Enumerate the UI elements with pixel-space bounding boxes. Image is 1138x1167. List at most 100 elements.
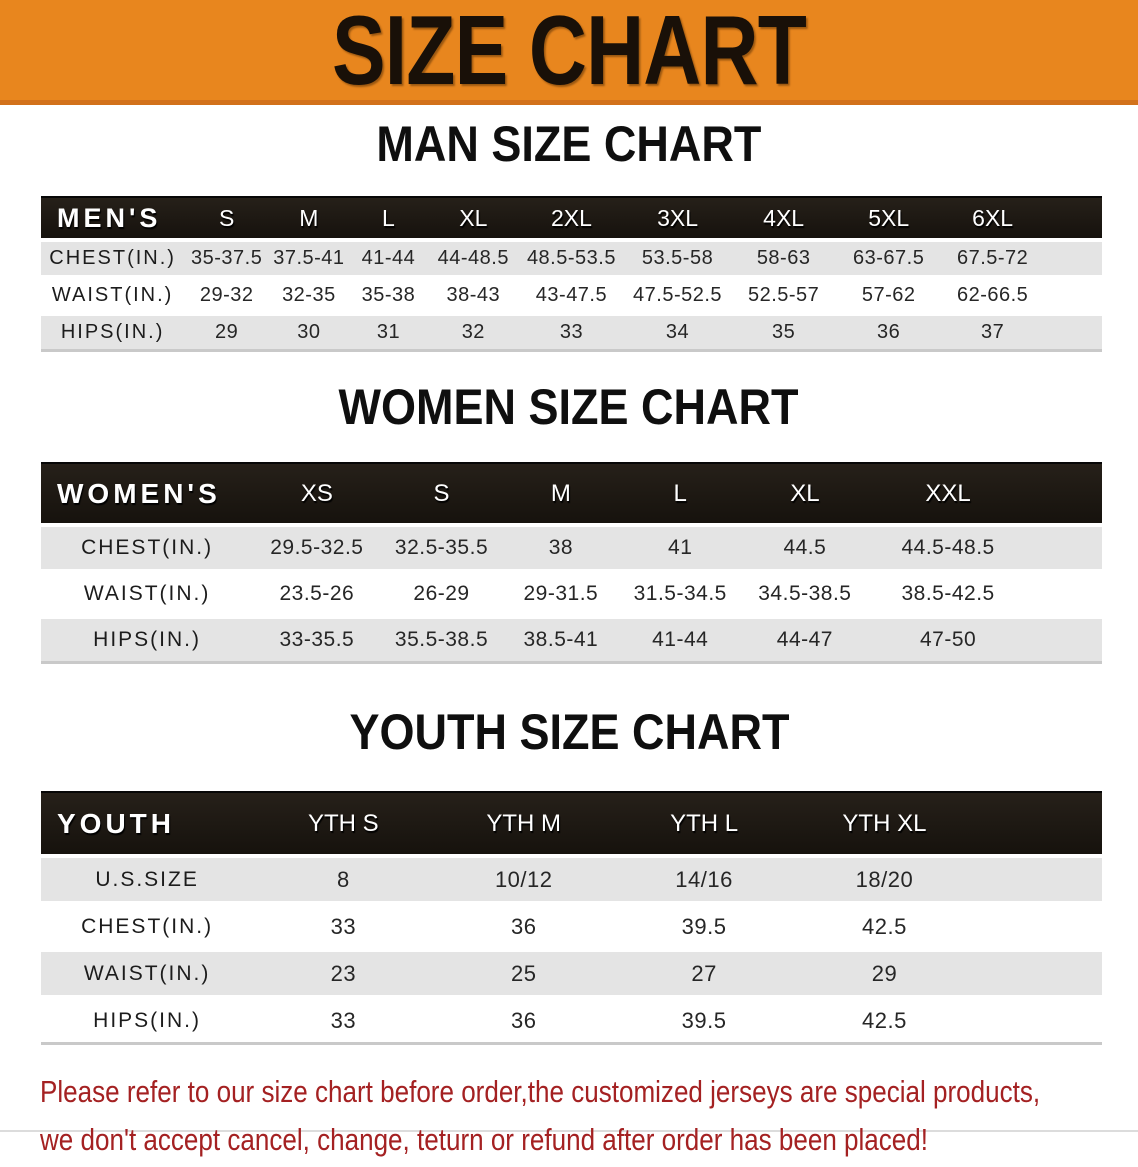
data-cell: 47.5-52.5 — [624, 275, 731, 314]
data-cell: 29-32 — [184, 275, 270, 314]
women-table-wrap: WOMEN'S XS S M L XL XXL CHEST(IN.) 29.5-32.5 32.5… — [0, 462, 1138, 664]
data-cell: 34.5-38.5 — [741, 569, 869, 617]
size-header-cell: M — [269, 196, 349, 242]
data-cell: 41-44 — [361, 247, 416, 269]
data-cell: 29 — [794, 948, 975, 997]
data-cell: 52.5-57 — [730, 275, 837, 314]
size-header-cell: YTH M — [433, 791, 614, 858]
row-label: HIPS(IN.) — [41, 995, 254, 1045]
data-cell: 43-47.5 — [518, 275, 625, 314]
row-label: WAIST(IN.) — [41, 948, 254, 997]
row-label: HIPS(IN.) — [41, 615, 254, 664]
data-cell: 35.5-38.5 — [380, 615, 503, 664]
women-section-title: WOMEN SIZE CHART — [0, 382, 1138, 432]
data-cell: 33 — [253, 995, 434, 1045]
disclaimer-line-2: we don't accept cancel, change, teturn o… — [40, 1119, 1138, 1167]
row-spacer-cell — [974, 948, 1102, 997]
data-cell: 44-47 — [741, 615, 869, 664]
data-cell: 62-66.5 — [940, 275, 1045, 314]
row-spacer-cell — [1027, 615, 1102, 664]
size-header-cell: YTH L — [613, 791, 795, 858]
data-cell: 44.5 — [783, 536, 827, 559]
header-spacer-cell — [974, 791, 1102, 858]
youth-table-wrap: YOUTH YTH S YTH M YTH L YTH XL U.S.SIZE 8 10/12… — [0, 791, 1138, 1045]
row-label: CHEST(IN.) — [49, 247, 176, 269]
data-cell: 29-31.5 — [502, 569, 620, 617]
table-corner-label: WOMEN'S — [41, 462, 254, 527]
data-cell: 32-35 — [269, 275, 349, 314]
data-cell: 42.5 — [794, 995, 975, 1045]
row-spacer-cell — [974, 901, 1102, 950]
table-corner-label: YOUTH — [41, 791, 254, 858]
table-row: CHEST(IN.) 29.5-32.5 32.5-35.5 38 41 44.5 44.5… — [41, 525, 1102, 571]
data-cell: 31.5-34.5 — [619, 569, 742, 617]
data-cell: 67.5-72 — [956, 247, 1029, 269]
row-spacer-cell — [1044, 312, 1102, 352]
men-size-table: MEN'S S M L XL 2XL 3XL 4XL 5XL 6XL CHEST(IN.) 35-37… — [41, 196, 1102, 352]
data-cell: 23.5-26 — [253, 569, 381, 617]
data-cell: 31 — [348, 312, 429, 352]
data-cell: 44-48.5 — [437, 247, 509, 269]
data-cell: 30 — [269, 312, 349, 352]
size-header-cell: YTH XL — [794, 791, 975, 858]
men-section-title-text: MAN SIZE CHART — [376, 116, 762, 172]
men-table-wrap: MEN'S S M L XL 2XL 3XL 4XL 5XL 6XL CHEST(IN.) 35-37… — [0, 196, 1138, 352]
data-cell: 10/12 — [494, 866, 553, 892]
data-cell: 36 — [433, 901, 614, 950]
data-cell: 44.5-48.5 — [901, 536, 995, 559]
data-cell: 58-63 — [756, 247, 811, 269]
size-header-cell: XXL — [868, 462, 1028, 527]
data-cell: 23 — [253, 948, 434, 997]
data-cell: 38-43 — [428, 275, 519, 314]
data-cell: 35 — [730, 312, 837, 352]
data-cell: 53.5-58 — [641, 247, 714, 269]
disclaimer-line-1-text: Please refer to our size chart before or… — [40, 1074, 1041, 1109]
size-header-cell: 2XL — [518, 196, 625, 242]
table-row: WAIST(IN.) 23.5-26 26-29 29-31.5 31.5-34.5 34… — [41, 569, 1102, 617]
data-cell: 35-38 — [348, 275, 429, 314]
table-row: CHEST(IN.) 35-37.5 37.5-41 41-44 44-48.5 48.5… — [41, 240, 1102, 277]
disclaimer-line-2-text: we don't accept cancel, change, teturn o… — [40, 1122, 929, 1157]
data-cell: 8 — [336, 866, 350, 892]
data-cell: 34 — [624, 312, 731, 352]
data-cell: 35-37.5 — [191, 247, 263, 269]
disclaimer-note: Please refer to our size chart before or… — [0, 1071, 1138, 1167]
data-cell: 32 — [428, 312, 519, 352]
table-row: WAIST(IN.) 23 25 27 29 — [41, 948, 1102, 997]
size-header-cell: 4XL — [730, 196, 837, 242]
women-section-title-text: WOMEN SIZE CHART — [339, 379, 799, 435]
table-corner-label: MEN'S — [41, 196, 185, 242]
size-header-cell: XL — [428, 196, 519, 242]
size-header-cell: M — [502, 462, 620, 527]
row-spacer-cell — [1044, 275, 1102, 314]
size-header-cell: XL — [741, 462, 869, 527]
data-cell: 36 — [433, 995, 614, 1045]
data-cell: 38.5-42.5 — [868, 569, 1028, 617]
data-cell: 39.5 — [613, 995, 795, 1045]
size-header-cell: 5XL — [836, 196, 941, 242]
data-cell: 47-50 — [868, 615, 1028, 664]
women-size-table: WOMEN'S XS S M L XL XXL CHEST(IN.) 29.5-32.5 32.5… — [41, 462, 1102, 664]
size-header-cell: XS — [253, 462, 381, 527]
banner: SIZE CHART — [0, 0, 1138, 105]
data-cell: 41 — [668, 536, 693, 559]
data-cell: 37 — [940, 312, 1045, 352]
data-cell: 25 — [433, 948, 614, 997]
size-header-cell: S — [184, 196, 270, 242]
data-cell: 14/16 — [675, 866, 733, 892]
row-label: U.S.SIZE — [95, 867, 199, 891]
data-cell: 38 — [548, 536, 574, 559]
row-spacer-cell — [1028, 525, 1102, 571]
row-label: HIPS(IN.) — [41, 312, 185, 352]
row-label: WAIST(IN.) — [41, 275, 185, 314]
data-cell: 29.5-32.5 — [270, 536, 364, 559]
row-label: WAIST(IN.) — [41, 569, 254, 617]
table-row: HIPS(IN.) 33 36 39.5 42.5 — [41, 995, 1102, 1045]
row-label: CHEST(IN.) — [81, 536, 214, 559]
size-header-cell: L — [348, 196, 429, 242]
table-row: CHEST(IN.) 33 36 39.5 42.5 — [41, 901, 1102, 950]
data-cell: 63-67.5 — [853, 247, 925, 269]
data-cell: 32.5-35.5 — [394, 536, 489, 559]
data-cell: 33-35.5 — [253, 615, 381, 664]
